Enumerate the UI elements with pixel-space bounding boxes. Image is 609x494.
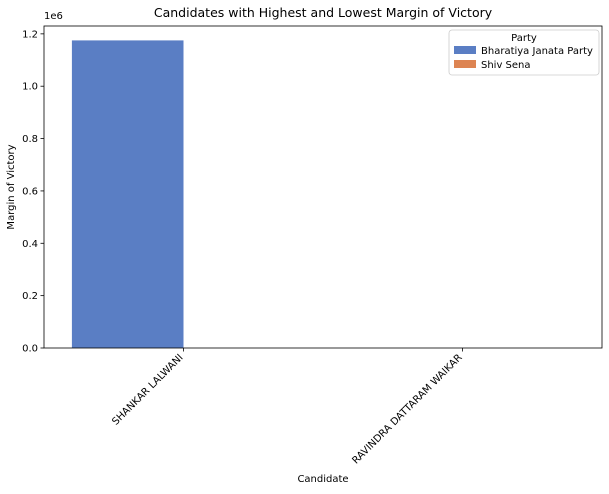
legend-label: Shiv Sena	[481, 60, 531, 71]
x-axis-label: Candidate	[297, 474, 348, 485]
x-tick-label: RAVINDRA DATTARAM WAIKAR	[350, 352, 464, 466]
legend-label: Bharatiya Janata Party	[481, 46, 593, 57]
chart-title: Candidates with Highest and Lowest Margi…	[154, 5, 493, 20]
y-tick-label: 1.0	[22, 82, 38, 93]
legend-title: Party	[511, 33, 537, 44]
y-tick-label: 0.0	[22, 344, 38, 355]
y-tick-label: 0.4	[22, 239, 38, 250]
bar	[72, 40, 184, 348]
legend-swatch	[454, 46, 476, 54]
y-tick-label: 0.6	[22, 186, 38, 197]
y-axis-scale-label: 1e6	[44, 11, 63, 22]
y-tick-label: 0.2	[22, 291, 38, 302]
x-tick-label: SHANKAR LALWANI	[110, 352, 185, 427]
y-axis-label: Margin of Victory	[6, 144, 17, 229]
legend-swatch	[454, 60, 476, 68]
legend: Party Bharatiya Janata Party Shiv Sena	[449, 30, 599, 75]
y-tick-label: 1.2	[22, 29, 38, 40]
plot-area: 0.0 0.2 0.4 0.6 0.8 1.0 1.2 SHANKAR LALWANI RAVI…	[22, 26, 602, 467]
y-tick-label: 0.8	[22, 134, 38, 145]
